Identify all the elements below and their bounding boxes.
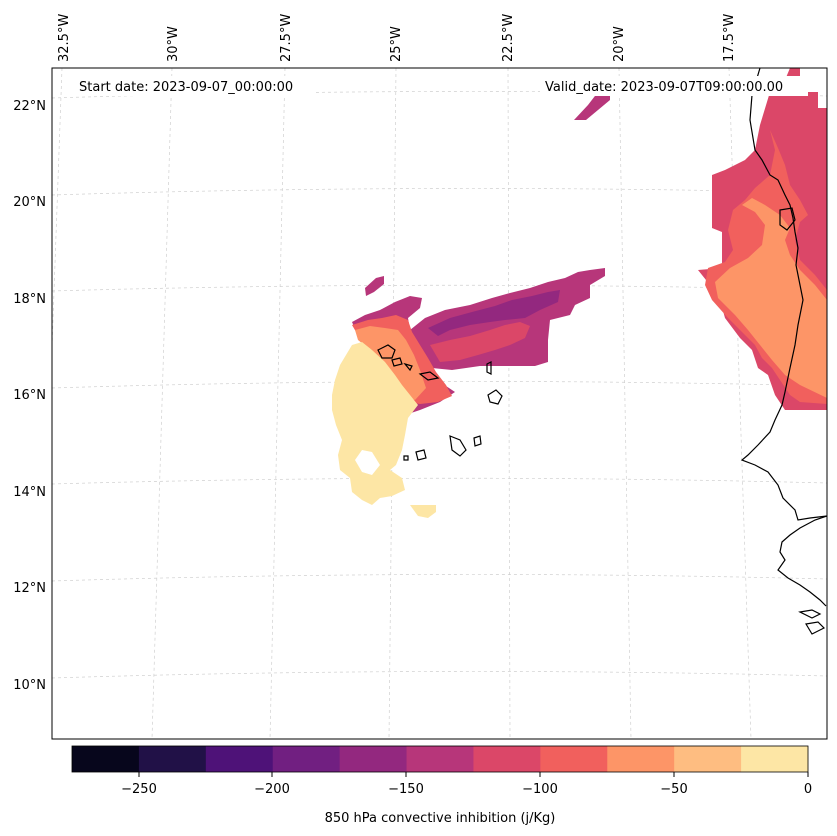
colorbar-swatch	[138, 746, 207, 772]
cape-verde-sao-vicente	[391, 357, 403, 367]
lon-label: 27.5°W	[279, 14, 294, 62]
colorbar-ticks	[138, 772, 809, 777]
cin-region-near-zero-south	[410, 505, 436, 518]
africa-coastline-south	[777, 515, 827, 607]
cin-region-plume-inner	[430, 322, 530, 362]
longitude-labels: 32.5°W 30°W 27.5°W 25°W 22.5°W 20°W 17.5…	[57, 14, 737, 62]
map-border	[51, 67, 828, 740]
cape-verde-brava	[403, 455, 409, 461]
lon-label: 20°W	[612, 26, 627, 62]
colorbar-swatch	[607, 746, 675, 772]
longitude-gridlines	[52, 68, 752, 739]
colorbar-swatch	[205, 746, 274, 772]
valid-date-box	[540, 76, 808, 96]
cape-verde-santo-antao	[377, 344, 396, 359]
cin-region-west-core	[355, 326, 426, 400]
valid-date-label: Valid_date: 2023-09-07T09:00:00.00	[545, 80, 783, 95]
lon-label: 30°W	[166, 26, 181, 62]
colorbar-tick-label: −50	[660, 782, 687, 797]
colorbar-swatches	[72, 746, 809, 772]
cape-verde-sao-nicolau	[418, 371, 440, 381]
canary-mainland-detail	[779, 207, 796, 231]
start-date-box	[72, 76, 316, 96]
colorbar-swatch	[741, 746, 809, 772]
colorbar-swatch	[272, 746, 341, 772]
lat-label: 16°N	[13, 388, 46, 403]
map-panel	[52, 68, 827, 739]
colorbar-tick-label: −250	[121, 782, 157, 797]
cin-hole	[355, 450, 380, 475]
colorbar-swatch	[540, 746, 608, 772]
cin-region-small-patch	[365, 276, 384, 296]
cin-region-near-zero	[332, 342, 418, 505]
cape-verde-maio	[473, 435, 482, 447]
cape-verde-santiago	[449, 435, 467, 457]
colorbar-tick-label: −150	[388, 782, 424, 797]
latitude-labels: 22°N 20°N 18°N 16°N 14°N 12°N 10°N	[13, 99, 46, 693]
colorbar: −250 −200 −150 −100 −50 0 850 hPa convec…	[71, 745, 812, 826]
colorbar-tick-label: −100	[522, 782, 558, 797]
colorbar-tick-label: 0	[804, 782, 812, 797]
lat-label: 22°N	[13, 99, 46, 114]
cin-region-plume-mid	[428, 290, 560, 336]
cape-verde-sal	[486, 361, 492, 375]
cape-verde-santa-luzia	[403, 362, 413, 372]
colorbar-outline	[71, 745, 809, 773]
lat-label: 20°N	[13, 195, 46, 210]
cin-region-east-core	[715, 198, 827, 398]
colorbar-swatch	[674, 746, 742, 772]
africa-coastline	[740, 68, 827, 521]
lon-label: 17.5°W	[722, 14, 737, 62]
lon-label: 32.5°W	[57, 14, 72, 62]
colorbar-swatch	[72, 746, 140, 772]
colorbar-tick-label: −200	[254, 782, 290, 797]
bissagos-islands	[798, 609, 826, 635]
lon-label: 22.5°W	[501, 14, 516, 62]
lat-label: 12°N	[13, 581, 46, 596]
cape-verde-boa-vista	[487, 389, 503, 405]
lon-label: 25°W	[389, 26, 404, 62]
start-date-label: Start date: 2023-09-07_00:00:00	[79, 80, 293, 95]
lat-label: 14°N	[13, 485, 46, 500]
colorbar-swatch	[473, 746, 541, 772]
coastlines	[377, 68, 827, 635]
colorbar-swatch	[339, 746, 408, 772]
cin-contours	[332, 68, 827, 518]
colorbar-swatch	[406, 746, 474, 772]
colorbar-title: 850 hPa convective inhibition (j/Kg)	[325, 811, 556, 826]
lat-label: 18°N	[13, 292, 46, 307]
cape-verde-fogo	[415, 449, 427, 461]
lat-label: 10°N	[13, 678, 46, 693]
